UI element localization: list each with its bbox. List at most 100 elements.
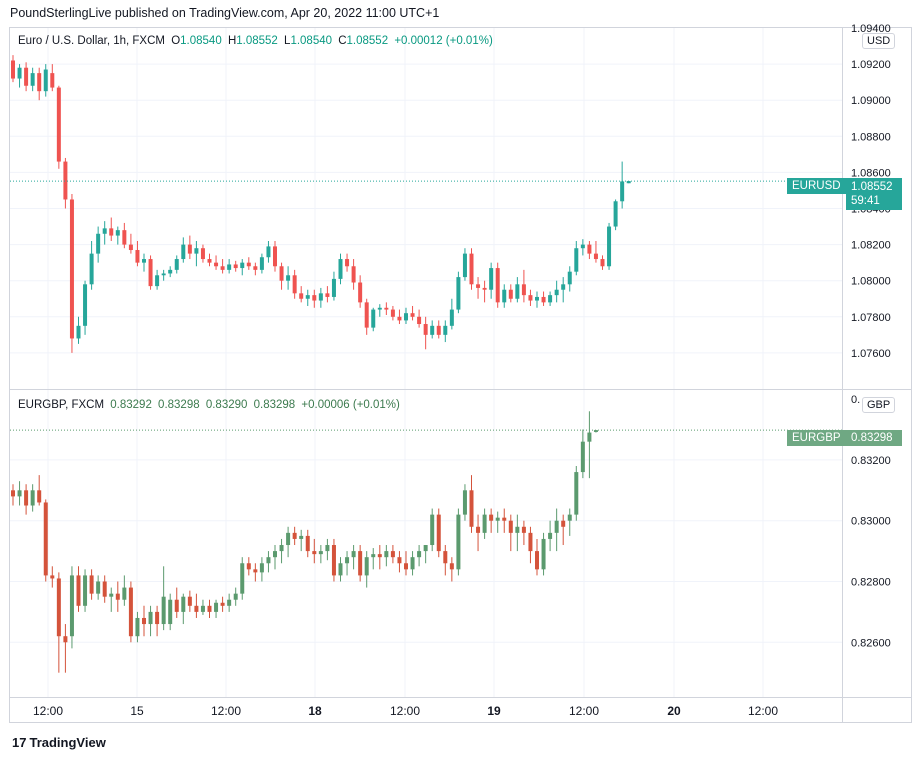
- eurgbp-candle-body: [423, 545, 428, 552]
- eurusd-candle-body: [338, 259, 343, 279]
- eurusd-low: 1.08540: [290, 35, 333, 47]
- eurgbp-candle-body: [128, 587, 133, 637]
- eurusd-candle-body: [607, 226, 612, 267]
- eurgbp-candle-body: [24, 490, 29, 506]
- eurusd-candle-body: [390, 309, 395, 317]
- eurusd-open: 1.08540: [180, 35, 222, 47]
- eurusd-candle-body: [620, 181, 625, 202]
- eurgbp-close: 0.83298: [253, 399, 296, 411]
- eurgbp-candle-body: [43, 502, 48, 576]
- eurgbp-candle-body: [181, 596, 186, 612]
- tradingview-brand[interactable]: 17 TradingView: [12, 735, 106, 750]
- eurgbp-candle-body: [30, 490, 35, 506]
- eurusd-candle-body: [397, 316, 402, 321]
- eurusd-candle-body: [587, 244, 592, 254]
- eurusd-candle-body: [489, 268, 494, 290]
- eurgbp-candle-body: [96, 581, 101, 594]
- eurusd-candle-body: [508, 289, 513, 299]
- eurgbp-candle-body: [122, 587, 127, 600]
- eurusd-candle-body: [227, 264, 232, 270]
- eurgbp-candle-body: [574, 472, 579, 515]
- eurgbp-candle-body: [331, 545, 336, 576]
- eurgbp-candle-body: [476, 526, 481, 533]
- eurusd-candle-body: [207, 259, 212, 263]
- eurusd-candle-body: [253, 266, 258, 270]
- x-axis-label: 12:00: [390, 704, 420, 718]
- eurusd-candle-body: [174, 259, 179, 270]
- eurgbp-candle-body: [83, 575, 88, 606]
- eurgbp-candle-body: [253, 569, 258, 573]
- eurgbp-candle-body: [286, 532, 291, 546]
- usd-currency-button[interactable]: USD: [862, 33, 896, 49]
- eurgbp-candle-body: [587, 432, 592, 442]
- eurusd-candle-body: [161, 273, 166, 276]
- eurgbp-candle-body: [443, 551, 448, 564]
- eurgbp-candle-body: [69, 575, 74, 637]
- eurusd-candle-body: [168, 269, 173, 274]
- eurusd-candle-body: [528, 295, 533, 301]
- eurusd-candle-body: [279, 266, 284, 281]
- gbp-currency-button[interactable]: GBP: [862, 397, 896, 413]
- eurusd-candle-body: [482, 287, 487, 290]
- eurgbp-candle-body: [351, 551, 356, 558]
- eurgbp-candle-body: [495, 517, 500, 521]
- eurusd-candle-body: [469, 253, 474, 285]
- eurgbp-candle-body: [142, 617, 146, 625]
- eurgbp-candle-body: [109, 593, 114, 597]
- eurusd-candle-body: [626, 181, 631, 184]
- eurusd-candle-body: [548, 295, 553, 303]
- eurgbp-candle-body: [187, 596, 192, 606]
- eurusd-candle-body: [135, 250, 140, 263]
- eurusd-candle-body: [377, 307, 382, 310]
- eurgbp-candle-body: [135, 617, 140, 637]
- eurusd-price-tag: 1.08552 59:41: [846, 178, 902, 210]
- eurusd-low-label: L: [284, 35, 291, 47]
- eurusd-candle-body: [233, 264, 238, 269]
- eurusd-candle-body: [535, 296, 539, 301]
- eurgbp-candle-body: [561, 520, 566, 527]
- eurgbp-candle-body: [371, 554, 376, 558]
- x-axis-label: 12:00: [748, 704, 778, 718]
- eurusd-candle-body: [521, 284, 526, 296]
- eurgbp-tick-label: 0.82600: [851, 637, 891, 649]
- eurusd-candle-body: [220, 266, 225, 270]
- eurusd-candle-body: [430, 325, 435, 335]
- eurusd-candle-body: [515, 284, 520, 299]
- eurgbp-candle-body: [17, 490, 22, 497]
- eurgbp-candle-body: [364, 557, 369, 576]
- eurgbp-candle-body: [174, 599, 179, 612]
- x-axis-label: 15: [130, 704, 144, 718]
- x-axis-label: 19: [487, 704, 501, 718]
- eurusd-symbol: Euro / U.S. Dollar, 1h, FXCM: [18, 35, 165, 47]
- eurusd-candle-body: [417, 316, 422, 325]
- eurusd-candle-body: [50, 73, 55, 88]
- eurgbp-candle-body: [508, 520, 513, 533]
- brand-label: TradingView: [29, 735, 106, 750]
- eurusd-candle-body: [63, 161, 68, 200]
- eurusd-close: 1.08552: [346, 35, 389, 47]
- eurgbp-candle-body: [220, 602, 225, 606]
- eurusd-candle-body: [561, 284, 566, 290]
- eurusd-symbol-tag: EURUSD: [787, 178, 846, 194]
- eurusd-high: 1.08552: [236, 35, 278, 47]
- eurusd-candle-body: [56, 87, 61, 162]
- eurusd-legend: Euro / U.S. Dollar, 1h, FXCM O1.08540 H1…: [18, 35, 496, 47]
- eurusd-candle-body: [449, 309, 454, 326]
- eurusd-candle-body: [214, 262, 219, 267]
- eurusd-candle-body: [371, 309, 376, 328]
- eurusd-tick-label: 1.08600: [851, 167, 891, 179]
- eurgbp-candle-body: [456, 514, 461, 570]
- eurgbp-candle-body: [338, 563, 343, 576]
- eurgbp-candle-body: [76, 575, 81, 606]
- eurusd-candle-body: [574, 248, 579, 272]
- eurusd-candle-body: [364, 302, 369, 328]
- eurusd-candle-body: [443, 325, 448, 335]
- eurusd-candle-body: [325, 293, 330, 297]
- eurgbp-candle-body: [148, 611, 153, 625]
- eurgbp-price-tag: 0.83298: [846, 430, 902, 446]
- eurgbp-candle-body: [102, 581, 107, 597]
- eurusd-candle-body: [476, 284, 481, 288]
- eurgbp-candle-body: [240, 563, 245, 594]
- eurusd-candle-body: [69, 199, 74, 339]
